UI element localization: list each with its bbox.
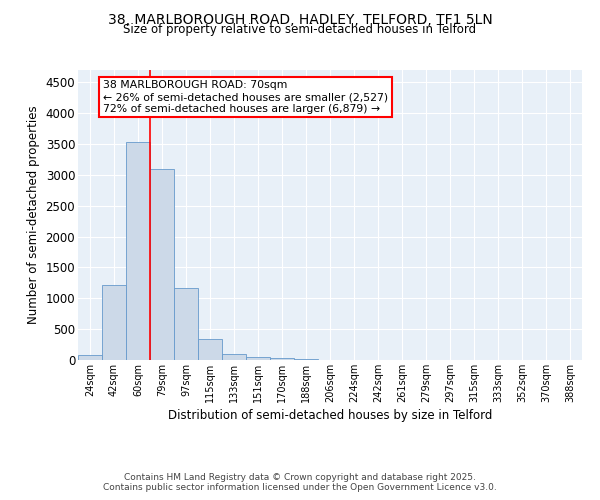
Bar [102, 284, 126, 360]
Bar [78, 355, 102, 360]
Bar [270, 358, 294, 360]
Y-axis label: Number of semi-detached properties: Number of semi-detached properties [27, 106, 40, 324]
Text: 38, MARLBOROUGH ROAD, HADLEY, TELFORD, TF1 5LN: 38, MARLBOROUGH ROAD, HADLEY, TELFORD, T… [107, 12, 493, 26]
X-axis label: Distribution of semi-detached houses by size in Telford: Distribution of semi-detached houses by … [168, 409, 492, 422]
Text: Contains HM Land Registry data © Crown copyright and database right 2025.
Contai: Contains HM Land Registry data © Crown c… [103, 473, 497, 492]
Text: Size of property relative to semi-detached houses in Telford: Size of property relative to semi-detach… [124, 22, 476, 36]
Bar [126, 142, 150, 360]
Bar [294, 359, 318, 360]
Bar [222, 354, 246, 360]
Bar [198, 339, 222, 360]
Bar [150, 168, 174, 360]
Text: 38 MARLBOROUGH ROAD: 70sqm
← 26% of semi-detached houses are smaller (2,527)
72%: 38 MARLBOROUGH ROAD: 70sqm ← 26% of semi… [103, 80, 388, 114]
Bar [246, 356, 270, 360]
Bar [174, 288, 198, 360]
